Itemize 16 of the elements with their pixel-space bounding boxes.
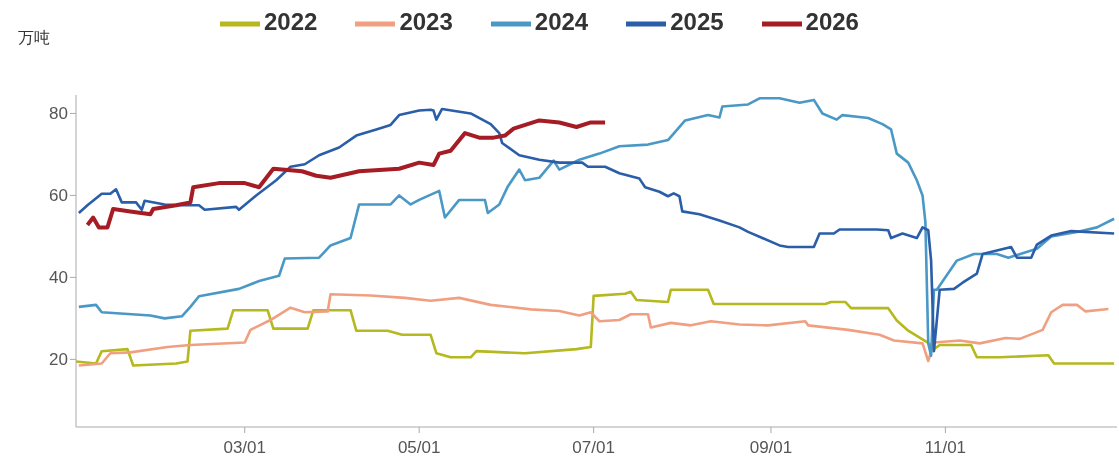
x-tick-label: 07/01 [572, 438, 615, 458]
x-tick-label: 03/01 [223, 438, 267, 458]
legend-label: 2026 [805, 8, 859, 36]
y-axis-title: 万吨 [18, 28, 50, 48]
legend-label: 2022 [264, 8, 318, 36]
x-tick-label: 09/01 [749, 438, 793, 458]
y-tick-label: 60 [49, 186, 68, 206]
legend-label: 2024 [534, 8, 589, 36]
y-tick-label: 20 [49, 350, 68, 370]
x-tick-label: 11/01 [924, 438, 967, 458]
legend-label: 2023 [399, 8, 453, 36]
line-series [85, 118, 608, 230]
legend-label: 2025 [670, 8, 724, 36]
x-tick-label: 05/01 [397, 438, 441, 458]
y-tick-label: 80 [49, 104, 68, 124]
y-tick-label: 40 [49, 268, 68, 288]
